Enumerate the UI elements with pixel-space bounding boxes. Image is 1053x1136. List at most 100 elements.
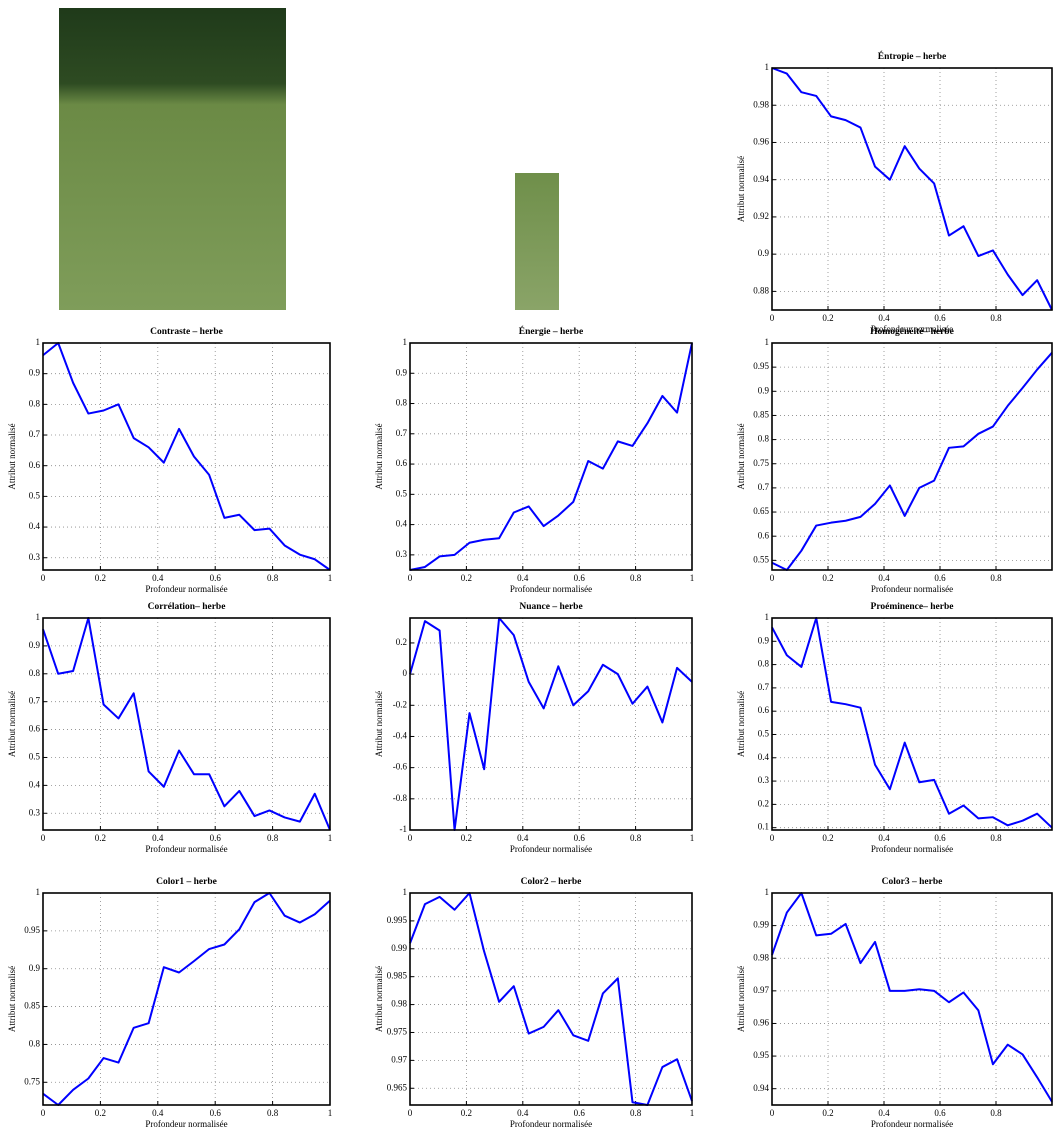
x-tick-label: 1	[328, 1108, 333, 1118]
y-tick-label: 0.975	[387, 1027, 408, 1037]
y-tick-label: 0.85	[24, 1001, 40, 1011]
plot-frame	[42, 342, 331, 571]
x-tick-label: 0.6	[574, 573, 586, 583]
x-axis-label: Profondeur normalisée	[145, 584, 227, 594]
y-axis-label: Attribut normalisé	[374, 423, 384, 489]
chart-title: Contraste – herbe	[150, 327, 223, 337]
y-axis-label: Attribut normalisé	[736, 156, 746, 222]
y-tick-label: 0.8	[758, 434, 770, 444]
y-tick-label: 0.1	[758, 822, 769, 832]
data-line	[771, 892, 1053, 1103]
x-tick-label: 0	[770, 573, 775, 583]
y-tick-label: 0.4	[29, 779, 41, 789]
x-tick-label: 1	[690, 1108, 695, 1118]
y-axis-label: Attribut normalisé	[7, 423, 17, 489]
y-tick-label: 0.7	[29, 429, 41, 439]
x-tick-label: 0.8	[630, 1108, 642, 1118]
x-tick-label: 0.6	[934, 833, 946, 843]
y-tick-label: 0.2	[396, 637, 407, 647]
x-tick-label: 0.4	[517, 833, 529, 843]
y-tick-label: -0.8	[393, 793, 408, 803]
plot-frame	[771, 617, 1053, 831]
y-tick-label: 1	[403, 887, 408, 897]
x-axis-label: Profondeur normalisée	[145, 1119, 227, 1129]
x-tick-label: 0.6	[934, 313, 946, 323]
x-tick-label: 0.8	[990, 833, 1002, 843]
plot-background	[772, 68, 1052, 310]
y-tick-label: 0.94	[753, 1083, 769, 1093]
y-tick-label: 0	[403, 668, 408, 678]
y-tick-label: 0.7	[396, 428, 408, 438]
y-tick-label: 0.85	[753, 410, 769, 420]
y-tick-label: 0.7	[29, 696, 41, 706]
x-tick-label: 0	[770, 313, 775, 323]
plot-background	[772, 893, 1052, 1105]
y-tick-label: 0.5	[758, 729, 770, 739]
chart-title: Color2 – herbe	[521, 877, 582, 887]
y-tick-label: 0.9	[758, 635, 770, 645]
y-tick-label: 0.8	[29, 668, 41, 678]
data-line	[771, 617, 1053, 829]
x-tick-label: 0.8	[267, 833, 279, 843]
y-tick-label: 0.65	[753, 506, 769, 516]
chart-title: Color3 – herbe	[882, 877, 943, 887]
y-tick-label: 0.95	[753, 361, 769, 371]
y-tick-label: 0.9	[29, 963, 41, 973]
x-tick-label: 0.8	[990, 573, 1002, 583]
plot-frame	[409, 617, 693, 831]
data-line	[409, 617, 693, 831]
data-line	[409, 342, 693, 571]
y-tick-label: 0.9	[758, 248, 770, 258]
y-tick-label: 0.4	[758, 752, 770, 762]
plot-frame	[771, 892, 1053, 1106]
y-tick-label: 0.6	[396, 458, 408, 468]
plot-background	[43, 343, 330, 570]
data-line	[42, 617, 331, 831]
y-tick-label: -0.2	[393, 699, 407, 709]
data-line	[771, 67, 1053, 311]
y-tick-label: 0.3	[29, 552, 41, 562]
x-tick-label: 0	[41, 833, 46, 843]
x-tick-label: 0.4	[878, 833, 890, 843]
x-tick-label: 0.2	[822, 573, 833, 583]
x-tick-label: 0	[41, 1108, 46, 1118]
x-tick-label: 0.2	[95, 573, 106, 583]
plot-background	[410, 618, 692, 830]
y-tick-label: -1	[400, 824, 408, 834]
y-tick-label: 0.2	[758, 798, 769, 808]
y-tick-label: 0.9	[758, 385, 770, 395]
y-axis-label: Attribut normalisé	[7, 691, 17, 757]
y-tick-label: 0.92	[753, 211, 769, 221]
y-tick-label: 0.995	[387, 915, 408, 925]
photo-patch	[515, 173, 559, 310]
plot-frame	[42, 892, 331, 1106]
x-tick-label: 0.4	[517, 573, 529, 583]
x-tick-label: 0	[408, 1108, 413, 1118]
y-tick-label: 0.9	[29, 368, 41, 378]
x-tick-label: 0.4	[152, 833, 164, 843]
chart-title: Proéminence– herbe	[871, 602, 954, 612]
y-tick-label: 0.8	[396, 398, 408, 408]
y-tick-label: 1	[765, 887, 770, 897]
x-tick-label: 0	[408, 833, 413, 843]
x-tick-label: 0.8	[990, 1108, 1002, 1118]
x-tick-label: 0.8	[267, 1108, 279, 1118]
x-tick-label: 0.4	[517, 1108, 529, 1118]
y-tick-label: 0.3	[758, 775, 770, 785]
plot-frame	[42, 617, 331, 831]
x-tick-label: 0.8	[990, 313, 1002, 323]
data-line	[42, 342, 331, 571]
plot-frame	[771, 67, 1053, 311]
y-tick-label: 0.3	[29, 807, 41, 817]
y-axis-label: Attribut normalisé	[736, 691, 746, 757]
x-tick-label: 0.2	[822, 1108, 833, 1118]
plot-background	[410, 893, 692, 1105]
x-tick-label: 0.2	[461, 833, 472, 843]
y-tick-label: 0.7	[758, 482, 770, 492]
x-tick-label: 0.6	[934, 573, 946, 583]
x-tick-label: 0.6	[934, 1108, 946, 1118]
y-tick-label: 0.8	[758, 659, 770, 669]
y-tick-label: 0.8	[29, 398, 41, 408]
x-tick-label: 0.4	[878, 1108, 890, 1118]
